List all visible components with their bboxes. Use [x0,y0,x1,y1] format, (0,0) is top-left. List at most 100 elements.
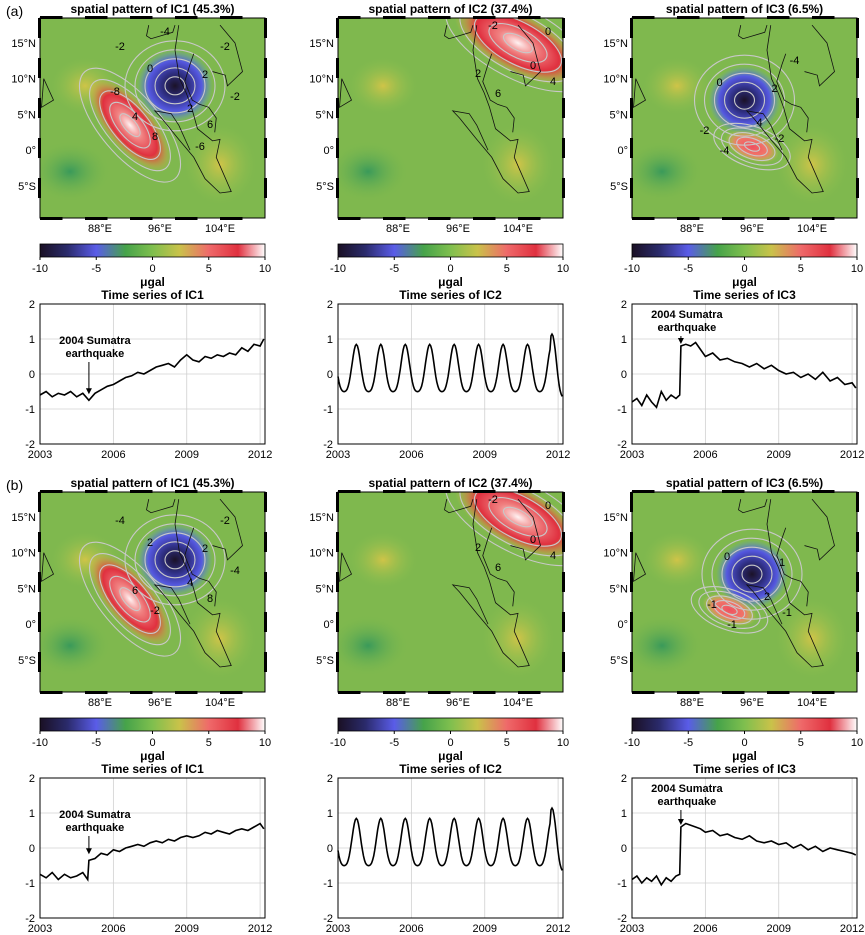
map-border-tick [336,612,339,632]
contour-line [124,40,226,132]
gravity-low [716,539,788,609]
colorbar-tick-label: 5 [504,737,510,749]
coastline [153,25,232,194]
map-shade [643,57,711,114]
lat-tick-label: 0° [617,619,628,631]
map-border-tick [630,572,633,592]
map-(b)-IC2: -2 0 0 2 4 6 8 10 12 spatial pattern of IC2 (37.4… [309,476,569,763]
x-tick-label: 2012 [248,449,272,461]
contour-line [720,127,784,166]
map-shade [40,141,110,202]
map-border-tick [856,652,859,672]
contour-line [728,132,776,162]
map-border-tick [38,652,41,672]
lat-tick-label: 15°N [11,38,36,50]
map-title: spatial pattern of IC1 (45.3%) [70,2,234,16]
map-border-tick [632,691,655,694]
colorbar-tick-label: 0 [149,263,155,275]
map-border-tick [130,691,153,694]
colorbar-tick-label: -10 [330,737,346,749]
map-border-tick [473,490,496,493]
map-border-tick [856,138,859,158]
colorbar-tick-label: -10 [32,737,48,749]
colorbar [631,243,858,258]
x-tick-label: 2012 [546,923,570,935]
map-border-tick [336,572,339,592]
y-tick-label: 1 [29,808,35,820]
lat-tick-label: 10°N [603,548,628,560]
contour-label: 8 [152,131,158,143]
lon-tick-label: 104°E [797,223,827,235]
contour-label: 0 [545,500,551,512]
map-shade [184,598,256,679]
contour-label: -1 [727,619,737,631]
map-border-tick [632,16,655,19]
colorbar-tick-label: 5 [206,737,212,749]
colorbar-tick-label: -5 [91,737,101,749]
contour-line [124,514,226,606]
y-tick-label: 1 [621,808,627,820]
lon-tick-label: 88°E [680,223,704,235]
map-border-tick [38,98,41,118]
x-tick-label: 2003 [620,923,644,935]
y-tick-label: 0 [327,843,333,855]
lat-tick-label: 5°N [316,109,335,121]
coastline [451,499,530,668]
map-border-tick [220,490,243,493]
contour-line [444,492,563,567]
map-border-tick [856,492,859,512]
map-border-tick [630,492,633,512]
contour-label: 0 [545,26,551,38]
contour-label: -4 [230,565,240,577]
map-border-tick [383,490,406,493]
series-line [631,341,857,409]
map-border-tick [767,217,790,220]
y-tick-label: -1 [617,404,627,416]
y-tick-label: 0 [621,369,627,381]
map-border-tick [85,16,108,19]
lat-tick-label: 5°N [610,583,629,595]
y-tick-label: -1 [25,404,35,416]
coastline [184,527,217,607]
y-tick-label: 2 [29,773,35,785]
map-border-tick [264,58,267,78]
map-border-tick [630,98,633,118]
contour-label: 4 [756,117,762,129]
map-border-tick [722,16,745,19]
x-tick-label: 2006 [399,923,423,935]
contour-label: 0 [716,77,722,89]
map-border-tick [383,691,406,694]
x-tick-label: 2012 [840,449,864,461]
series-line [39,338,265,402]
map-border-tick [130,16,153,19]
x-tick-label: 2006 [693,923,717,935]
contour-label: 0 [147,63,153,75]
coastline [510,24,541,87]
lat-tick-label: 0° [323,619,334,631]
coastline [804,498,835,561]
map-shade [349,531,417,588]
lon-tick-label: 96°E [148,697,172,709]
contour-label: -2 [488,20,498,32]
lon-tick-label: 88°E [386,223,410,235]
annotation-text: 2004 Sumatra [59,335,131,347]
map-border-tick [336,138,339,158]
lat-tick-label: 15°N [603,512,628,524]
x-tick-label: 2003 [620,449,644,461]
contour-line [154,67,196,105]
lat-tick-label: 5°N [316,583,335,595]
lat-tick-label: 0° [617,145,628,157]
gravity-high [88,552,172,647]
map-shade [482,598,554,679]
map-border-tick [562,178,565,198]
coastline [444,499,474,514]
contour-line [99,564,161,634]
x-tick-label: 2012 [546,449,570,461]
coastline [212,498,243,561]
map-border-tick [220,16,243,19]
map-border-tick [562,532,565,552]
coastline [444,25,474,40]
